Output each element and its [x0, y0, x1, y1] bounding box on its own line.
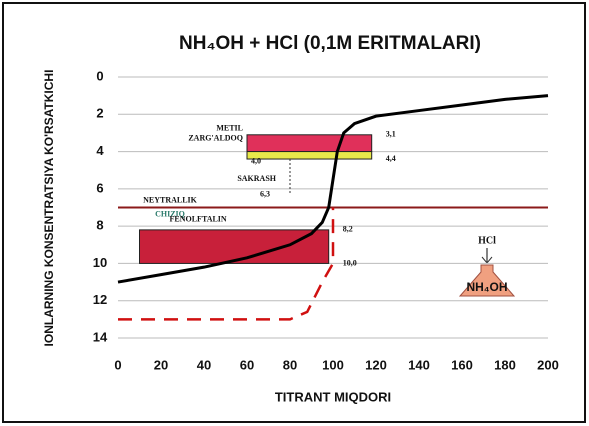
y-tick-label: 6 [96, 180, 103, 195]
flask [458, 248, 516, 297]
curve [117, 94, 549, 284]
indicator-label: ZARG'ALDOQ [188, 134, 243, 143]
x-tick-label: 140 [408, 357, 430, 372]
x-axis-label: TITRANT MIQDORI [275, 389, 391, 404]
indicator-label: METIL [216, 124, 243, 133]
indicator-value-label: 8,2 [343, 225, 353, 234]
jump-value-label: 6,3 [260, 189, 270, 198]
indicator-band [246, 134, 373, 153]
indicator-band [139, 229, 330, 264]
frame [2, 2, 586, 423]
indicator-value-label: 4,0 [251, 156, 261, 165]
x-tick-label: 200 [537, 357, 559, 372]
x-tick-label: 180 [494, 357, 516, 372]
y-axis-label: IONLARNING KONSENTRATSIYA KO'RSATKICHI [42, 70, 56, 347]
indicator-value-label: 3,1 [386, 130, 396, 139]
x-tick-label: 120 [365, 357, 387, 372]
y-tick-label: 8 [96, 218, 103, 233]
indicator-value-label: 10,0 [343, 258, 357, 267]
x-tick-label: 60 [240, 357, 254, 372]
x-tick-label: 100 [322, 357, 344, 372]
x-tick-label: 20 [154, 357, 168, 372]
x-tick-label: 160 [451, 357, 473, 372]
neutral-label: CHIZIQ [155, 209, 185, 218]
flask-bottom-label: NH₄OH [466, 280, 507, 294]
chart-title: NH₄OH + HCl (0,1M ERITMALARI) [179, 33, 481, 54]
y-tick-label: 14 [93, 329, 108, 344]
flask-body [458, 264, 516, 297]
y-tick-label: 0 [96, 68, 103, 83]
flask-top-label: HCl [478, 235, 496, 246]
x-tick-label: 80 [283, 357, 297, 372]
x-tick-label: 40 [197, 357, 211, 372]
curve [118, 207, 335, 321]
y-tick-label: 12 [93, 292, 107, 307]
indicator-label: FENOLFTALIN [170, 215, 227, 224]
jump-label: SAKRASH [237, 174, 276, 183]
y-tick-label: 2 [96, 106, 103, 121]
y-tick-label: 4 [96, 143, 104, 158]
indicator-value-label: 4,4 [386, 154, 396, 163]
neutral-label: NEYTRALLIK [143, 195, 198, 204]
y-tick-label: 10 [93, 255, 107, 270]
indicator-band [246, 151, 373, 160]
x-tick-label: 0 [114, 357, 121, 372]
